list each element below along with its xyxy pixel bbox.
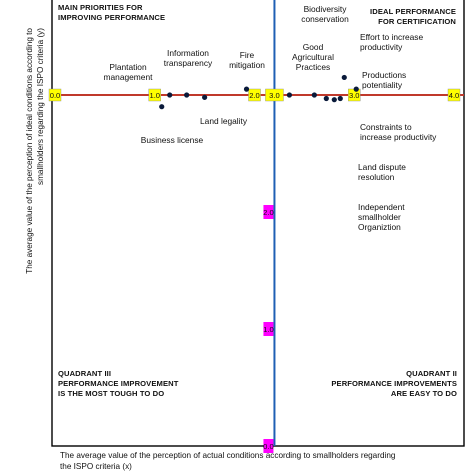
x-tick-label: 4.0 <box>449 91 460 100</box>
x-tick-box <box>48 88 62 102</box>
point-label: Practices <box>296 62 330 72</box>
data-point <box>286 92 293 98</box>
data-point <box>311 92 317 98</box>
point-label: productivity <box>360 42 403 52</box>
quadrant-title-q2: IDEAL PERFORMANCE <box>370 7 456 16</box>
quadrant-title-q4: QUADRANT II <box>406 369 457 378</box>
point-label: Biodiversity <box>304 4 348 14</box>
plot-frame <box>51 0 465 447</box>
point-label: potentiality <box>362 80 403 90</box>
point-label: conservation <box>301 14 349 24</box>
x-tick-label: 1.0 <box>149 91 160 100</box>
point-label: Fire <box>240 50 255 60</box>
point-label: transparency <box>164 58 213 68</box>
point-label: Constraints to <box>360 122 412 132</box>
x-tick-label: 0.0 <box>50 91 61 100</box>
data-point <box>167 92 173 98</box>
x-tick-label: 3.0 <box>349 91 360 100</box>
quadrant-title-q1: IMPROVING PERFORMANCE <box>58 13 165 22</box>
chart-marks <box>48 0 464 453</box>
quadrant-title-q4: PERFORMANCE IMPROVEMENTS <box>331 379 457 388</box>
quadrant-title-q2: FOR CERTIFICATION <box>378 17 456 26</box>
y-tick-label: 0.0 <box>263 442 274 451</box>
point-label: management <box>104 72 154 82</box>
y-tick-box <box>263 205 274 219</box>
y-tick-label: 3.0 <box>269 91 280 100</box>
data-point <box>159 104 165 110</box>
data-point <box>323 95 329 102</box>
y-tick-box <box>265 88 284 102</box>
y-tick-label: 1.0 <box>263 325 274 334</box>
point-label: smallholder <box>358 212 401 222</box>
data-point <box>353 86 359 92</box>
data-point <box>341 74 347 81</box>
data-point <box>243 86 250 92</box>
y-tick-box <box>263 439 274 453</box>
point-label: Information <box>167 48 209 58</box>
quadrant-title-q3: PERFORMANCE IMPROVEMENT <box>58 379 179 388</box>
y-axis-label: smallholders regarding the ISPO criteria… <box>36 28 45 185</box>
x-axis-label: the ISPO criteria (x) <box>60 462 132 471</box>
data-point <box>202 94 208 100</box>
y-tick-label: 2.0 <box>263 208 274 217</box>
x-tick-box <box>248 88 261 102</box>
point-label: Good <box>303 42 324 52</box>
point-label: Productions <box>362 70 406 80</box>
y-axis-label-group: The average value of the perception of i… <box>25 28 45 274</box>
data-point <box>331 97 337 103</box>
point-label: resolution <box>358 172 395 182</box>
chart-caption: The Performance of Sustainability Aspect… <box>97 472 394 474</box>
y-axis-label: The average value of the perception of i… <box>25 28 34 274</box>
quadrant-title-q3: QUADRANT III <box>58 369 111 378</box>
x-tick-box <box>148 88 161 102</box>
point-label: Business license <box>141 135 204 145</box>
point-label: mitigation <box>229 60 265 70</box>
chart-labels: 0.0 1.0 2.0 3.0 4.0 0.0 1.0 2.0 3.0 Plantationman… <box>25 3 459 474</box>
y-tick-box <box>263 322 274 336</box>
point-label: Effort to increase <box>360 32 423 42</box>
quadrant-title-q4: ARE EASY TO DO <box>391 389 457 398</box>
point-label: Land dispute <box>358 162 406 172</box>
quadrant-title-q3: IS THE MOST TOUGH TO DO <box>58 389 164 398</box>
data-point <box>184 92 190 98</box>
data-point <box>337 95 343 102</box>
point-label: increase productivity <box>360 132 437 142</box>
x-tick-box <box>447 88 461 102</box>
quadrant-title-q1: MAIN PRIORITIES FOR <box>58 3 143 12</box>
x-tick-label: 2.0 <box>249 91 260 100</box>
point-label: Land legality <box>200 116 248 126</box>
point-label: Plantation <box>109 62 147 72</box>
point-label: Organiztion <box>358 222 401 232</box>
point-label: Independent <box>358 202 405 212</box>
x-axis-label: The average value of the perception of a… <box>60 451 396 460</box>
point-label: Agricultural <box>292 52 334 62</box>
